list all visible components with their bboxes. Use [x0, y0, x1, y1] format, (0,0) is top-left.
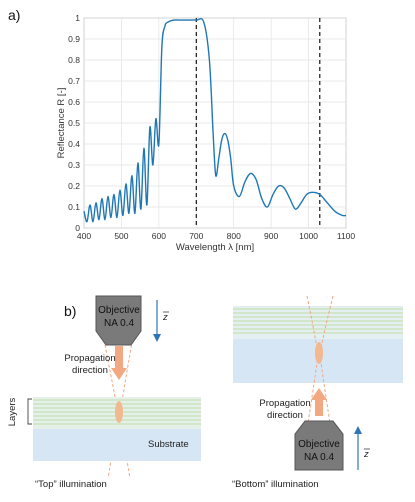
y-tick-label: 1 [75, 13, 80, 23]
propagation-b-line2: direction [72, 365, 108, 376]
objective-c-line2: NA 0.4 [304, 452, 334, 463]
x-tick-label: 900 [264, 231, 278, 241]
y-tick-label: 0.8 [68, 55, 80, 65]
panel-a-label: a) [8, 7, 20, 23]
focus-spot-b [115, 401, 123, 423]
x-tick-label: 400 [77, 231, 91, 241]
reflectance-curve [83, 18, 347, 223]
propagation-c-line2: direction [267, 410, 303, 421]
z-arrow-b-head [153, 334, 161, 342]
y-tick-labels: 0 0.1 0.2 0.3 0.4 0.5 0.6 0.7 0.8 0.9 1 [68, 13, 80, 233]
panel-b-label: b) [64, 303, 76, 319]
z-label-b: z [162, 312, 168, 323]
objective-c-line1: Objective [298, 439, 340, 450]
x-tick-label: 500 [114, 231, 128, 241]
y-tick-label: 0.5 [68, 118, 80, 128]
y-tick-label: 0 [75, 223, 80, 233]
x-tick-labels: 400 500 600 700 800 900 1000 1100 [77, 231, 356, 241]
layers-c [233, 306, 403, 339]
x-tick-label: 700 [189, 231, 203, 241]
x-tick-label: 800 [227, 231, 241, 241]
y-axis-label: Reflectance R [-] [56, 88, 67, 159]
y-tick-label: 0.9 [68, 34, 80, 44]
x-tick-label: 1100 [337, 231, 356, 241]
z-label-c: z [363, 449, 369, 460]
reflectance-chart: 400 500 600 700 800 900 1000 1100 0 0.1 0.2 0.3 0.4… [56, 13, 355, 253]
objective-c [294, 420, 344, 471]
focus-spot-c [315, 342, 323, 364]
x-tick-label: 600 [152, 231, 166, 241]
propagation-arrow-b [111, 346, 127, 380]
z-arrow-c-head [354, 426, 362, 434]
y-tick-label: 0.4 [68, 139, 80, 149]
y-tick-label: 0.1 [68, 202, 80, 212]
propagation-c-line1: Propagation [259, 398, 310, 409]
x-tick-label: 1000 [299, 231, 318, 241]
objective-b-line1: Objective [98, 305, 140, 316]
propagation-b-line1: Propagation [64, 353, 115, 364]
layers-label: Layers [7, 397, 18, 426]
caption-b: “Top” illumination [35, 479, 107, 490]
substrate-label: Substrate [148, 439, 189, 450]
objective-b-line2: NA 0.4 [104, 318, 134, 329]
layers-bracket [27, 398, 32, 425]
objective-b [95, 295, 142, 346]
marker-lines [195, 18, 321, 228]
y-tick-label: 0.7 [68, 76, 80, 86]
y-tick-label: 0.2 [68, 181, 80, 191]
substrate-b [33, 429, 201, 461]
x-axis-label: Wavelength λ [nm] [176, 242, 254, 253]
propagation-arrow-c [311, 388, 327, 416]
y-tick-label: 0.3 [68, 160, 80, 170]
y-tick-label: 0.6 [68, 97, 80, 107]
caption-c: “Bottom” illumination [232, 479, 319, 490]
